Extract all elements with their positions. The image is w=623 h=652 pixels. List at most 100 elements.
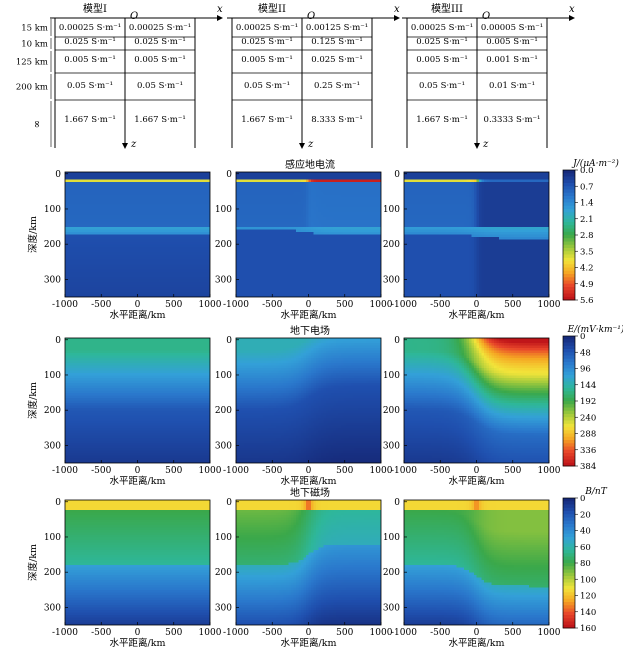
heatmap-cell (100, 277, 103, 280)
heatmap-cell (243, 264, 247, 268)
heatmap-cell (273, 189, 277, 193)
heatmap-cell (147, 219, 151, 223)
heatmap-cell (241, 242, 244, 245)
heatmap-cell (135, 292, 138, 295)
heatmap-cell (170, 212, 173, 215)
heatmap-cell (268, 249, 272, 253)
heatmap-cell (283, 262, 287, 265)
heatmap-cell (147, 259, 151, 263)
heatmap-cell (192, 239, 196, 243)
heatmap-cell (147, 182, 151, 185)
heatmap-cell (238, 182, 242, 185)
heatmap-cell (205, 272, 208, 275)
heatmap-cell (85, 217, 88, 220)
heatmap-cell (303, 204, 307, 208)
heatmap-cell (165, 182, 168, 185)
heatmap-cell (261, 269, 264, 273)
heatmap-cell (72, 177, 76, 180)
heatmap-cell (85, 274, 88, 278)
heatmap-cell (197, 212, 201, 215)
heatmap-cell (77, 224, 81, 228)
heatmap-cell (251, 187, 254, 190)
heatmap-cell (115, 179, 118, 183)
heatmap-cell (90, 209, 93, 213)
heatmap-cell (95, 272, 98, 275)
heatmap-cell (236, 232, 239, 235)
heatmap-cell (281, 207, 284, 210)
heatmap-cell (100, 192, 103, 195)
heatmap-cell (65, 249, 68, 253)
heatmap-cell (331, 209, 334, 213)
heatmap-cell (241, 284, 244, 288)
heatmap-cell (67, 232, 71, 235)
heatmap-cell (276, 212, 279, 215)
heatmap-cell (246, 282, 249, 285)
heatmap-cell (175, 182, 178, 185)
heatmap-cell (92, 182, 96, 185)
heatmap-cell (110, 269, 113, 273)
heatmap-cell (117, 177, 121, 180)
heatmap-cell (70, 269, 73, 273)
heatmap-cell (110, 184, 113, 188)
heatmap-cell (165, 259, 168, 263)
heatmap-cell (251, 244, 254, 248)
heatmap-cell (187, 284, 191, 288)
heatmap-cell (333, 237, 337, 240)
heatmap-cell (301, 197, 304, 200)
heatmap-cell (283, 217, 287, 220)
heatmap-cell (162, 222, 166, 225)
heatmap-cell (248, 197, 252, 200)
heatmap-cell (268, 207, 272, 210)
heatmap-cell (140, 254, 143, 258)
heatmap-cell (155, 174, 158, 178)
heatmap-cell (112, 279, 116, 283)
heatmap-cell (190, 204, 193, 208)
heatmap-cell (316, 262, 319, 265)
heatmap-cell (115, 264, 118, 268)
heatmap-cell (92, 212, 96, 215)
heatmap-cell (87, 279, 91, 283)
heatmap-cell (182, 274, 186, 278)
heatmap-cell (82, 262, 86, 265)
heatmap-cell (236, 219, 239, 223)
heatmap-cell (248, 194, 252, 198)
heatmap-cell (293, 224, 297, 228)
heatmap-cell (105, 212, 108, 215)
heatmap-cell (296, 292, 299, 295)
heatmap-cell (140, 222, 143, 225)
heatmap-cell (261, 232, 264, 235)
heatmap-cell (157, 249, 161, 253)
heatmap-cell (152, 284, 156, 288)
heatmap-cell (80, 277, 83, 280)
heatmap-cell (185, 252, 188, 255)
heatmap-cell (142, 224, 146, 228)
heatmap-cell (100, 267, 103, 270)
heatmap-cell (268, 224, 272, 228)
heatmap-cell (142, 212, 146, 215)
heatmap-cell (85, 222, 88, 225)
heatmap-cell (115, 194, 118, 198)
heatmap-cell (165, 269, 168, 273)
heatmap-cell (256, 222, 259, 225)
heatmap-cell (162, 217, 166, 220)
heatmap-cell (107, 287, 111, 290)
heatmap-cell (333, 224, 337, 228)
heatmap-cell (145, 204, 148, 208)
heatmap-cell (130, 282, 133, 285)
heatmap-cell (248, 272, 252, 275)
heatmap-cell (145, 292, 148, 295)
heatmap-cell (207, 257, 210, 260)
heatmap-cell (112, 177, 116, 180)
heatmap-cell (192, 289, 196, 293)
heatmap-cell (157, 267, 161, 270)
heatmap-cell (190, 179, 193, 183)
heatmap-cell (288, 234, 292, 238)
heatmap-cell (135, 197, 138, 200)
heatmap-cell (301, 247, 304, 250)
heatmap-cell (177, 267, 181, 270)
heatmap-cell (296, 282, 299, 285)
heatmap-cell (135, 212, 138, 215)
heatmap-cell (256, 249, 259, 253)
heatmap-cell (207, 224, 210, 228)
heatmap-cell (110, 267, 113, 270)
